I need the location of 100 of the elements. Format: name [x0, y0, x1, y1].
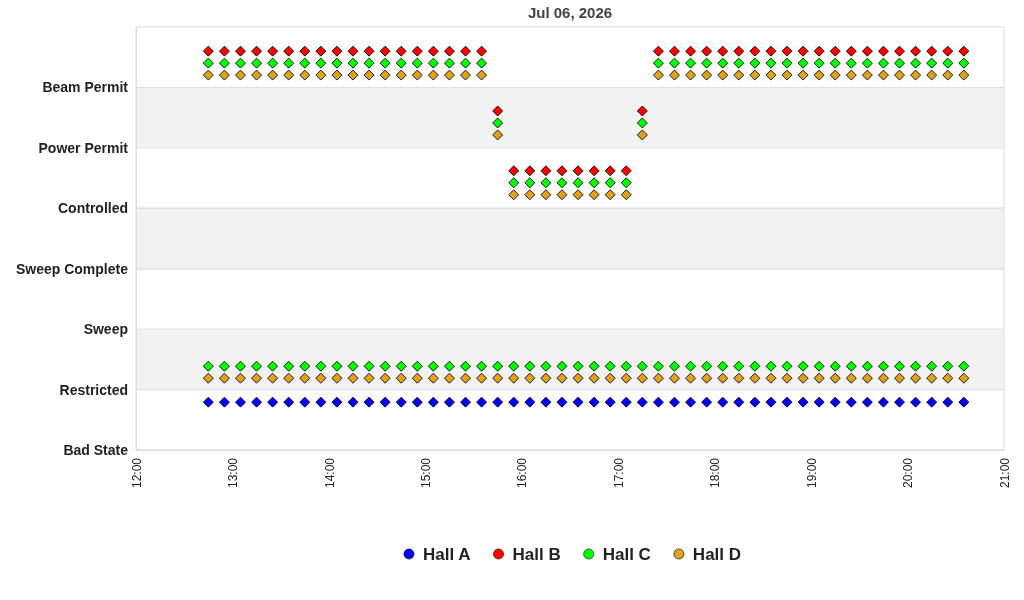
- point: [202, 396, 214, 408]
- category-label: Power Permit: [38, 139, 128, 156]
- point: [829, 396, 841, 408]
- point: [653, 45, 664, 57]
- point: [235, 45, 246, 57]
- point: [508, 165, 520, 177]
- point: [347, 396, 359, 408]
- point: [685, 396, 696, 408]
- point: [653, 396, 664, 408]
- point: [411, 396, 423, 408]
- point: [765, 45, 777, 57]
- point: [331, 45, 343, 57]
- legend-label: Hall A: [422, 544, 471, 564]
- x-tick-label: 15:00: [419, 457, 434, 489]
- x-tick-label: 16:00: [515, 457, 530, 489]
- point: [861, 45, 873, 57]
- point: [556, 396, 568, 408]
- point: [733, 396, 745, 408]
- point: [540, 396, 552, 408]
- point: [765, 396, 777, 408]
- category-label: Restricted: [59, 381, 128, 398]
- point: [379, 45, 391, 57]
- point: [636, 396, 648, 408]
- point: [427, 45, 439, 57]
- point: [476, 45, 487, 57]
- x-tick-label: 14:00: [322, 457, 337, 489]
- point: [283, 45, 295, 57]
- point: [363, 396, 375, 408]
- point: [604, 396, 616, 408]
- x-tick-label: 21:00: [997, 457, 1012, 489]
- point: [460, 45, 471, 57]
- point: [878, 45, 889, 57]
- x-tick-label: 18:00: [708, 457, 723, 489]
- point: [861, 396, 873, 408]
- point: [620, 396, 632, 408]
- x-tick-label: 13:00: [226, 457, 241, 489]
- point: [701, 45, 713, 57]
- point: [845, 45, 857, 57]
- point: [524, 396, 536, 408]
- point: [910, 396, 921, 408]
- x-tick-label: 12:00: [129, 457, 144, 489]
- x-tick-label: 17:00: [611, 457, 626, 489]
- point: [669, 396, 680, 408]
- point: [235, 396, 246, 408]
- point: [219, 396, 230, 408]
- point: [267, 45, 279, 57]
- point: [620, 165, 632, 177]
- point: [219, 45, 230, 57]
- point: [540, 165, 552, 177]
- point: [701, 396, 713, 408]
- point: [781, 396, 793, 408]
- point: [411, 45, 423, 57]
- point: [958, 45, 970, 57]
- legend-label: Hall C: [602, 544, 651, 564]
- point: [395, 396, 407, 408]
- point: [572, 396, 584, 408]
- point: [717, 396, 729, 408]
- point: [942, 45, 954, 57]
- legend-label: Hall D: [692, 544, 742, 564]
- point: [669, 45, 680, 57]
- point: [492, 105, 504, 117]
- point: [636, 105, 648, 117]
- point: [910, 45, 921, 57]
- point: [363, 45, 375, 57]
- point: [251, 45, 262, 57]
- point: [299, 396, 311, 408]
- x-tick-label: 20:00: [901, 457, 916, 489]
- point: [942, 396, 954, 408]
- point: [926, 396, 938, 408]
- point: [588, 165, 600, 177]
- point: [251, 396, 262, 408]
- category-label: Bad State: [63, 441, 128, 458]
- point: [604, 165, 616, 177]
- point: [202, 45, 214, 57]
- point: [331, 396, 343, 408]
- point: [926, 45, 938, 57]
- point: [508, 396, 520, 408]
- category-label: Beam Permit: [42, 79, 128, 96]
- point: [749, 396, 761, 408]
- point: [894, 396, 905, 408]
- point: [556, 165, 568, 177]
- point: [878, 396, 889, 408]
- point: [444, 45, 455, 57]
- point: [267, 396, 279, 408]
- point: [395, 45, 407, 57]
- point: [347, 45, 359, 57]
- point: [444, 396, 455, 408]
- point: [958, 396, 970, 408]
- point: [797, 45, 809, 57]
- category-label: Sweep: [83, 321, 128, 338]
- point: [813, 396, 825, 408]
- legend-label: Hall B: [512, 544, 561, 564]
- point: [717, 45, 729, 57]
- chart-title: Jul 06, 2026: [527, 4, 613, 21]
- point: [813, 45, 825, 57]
- point: [299, 45, 311, 57]
- point: [492, 396, 504, 408]
- point: [733, 45, 745, 57]
- point: [283, 396, 295, 408]
- point: [476, 396, 487, 408]
